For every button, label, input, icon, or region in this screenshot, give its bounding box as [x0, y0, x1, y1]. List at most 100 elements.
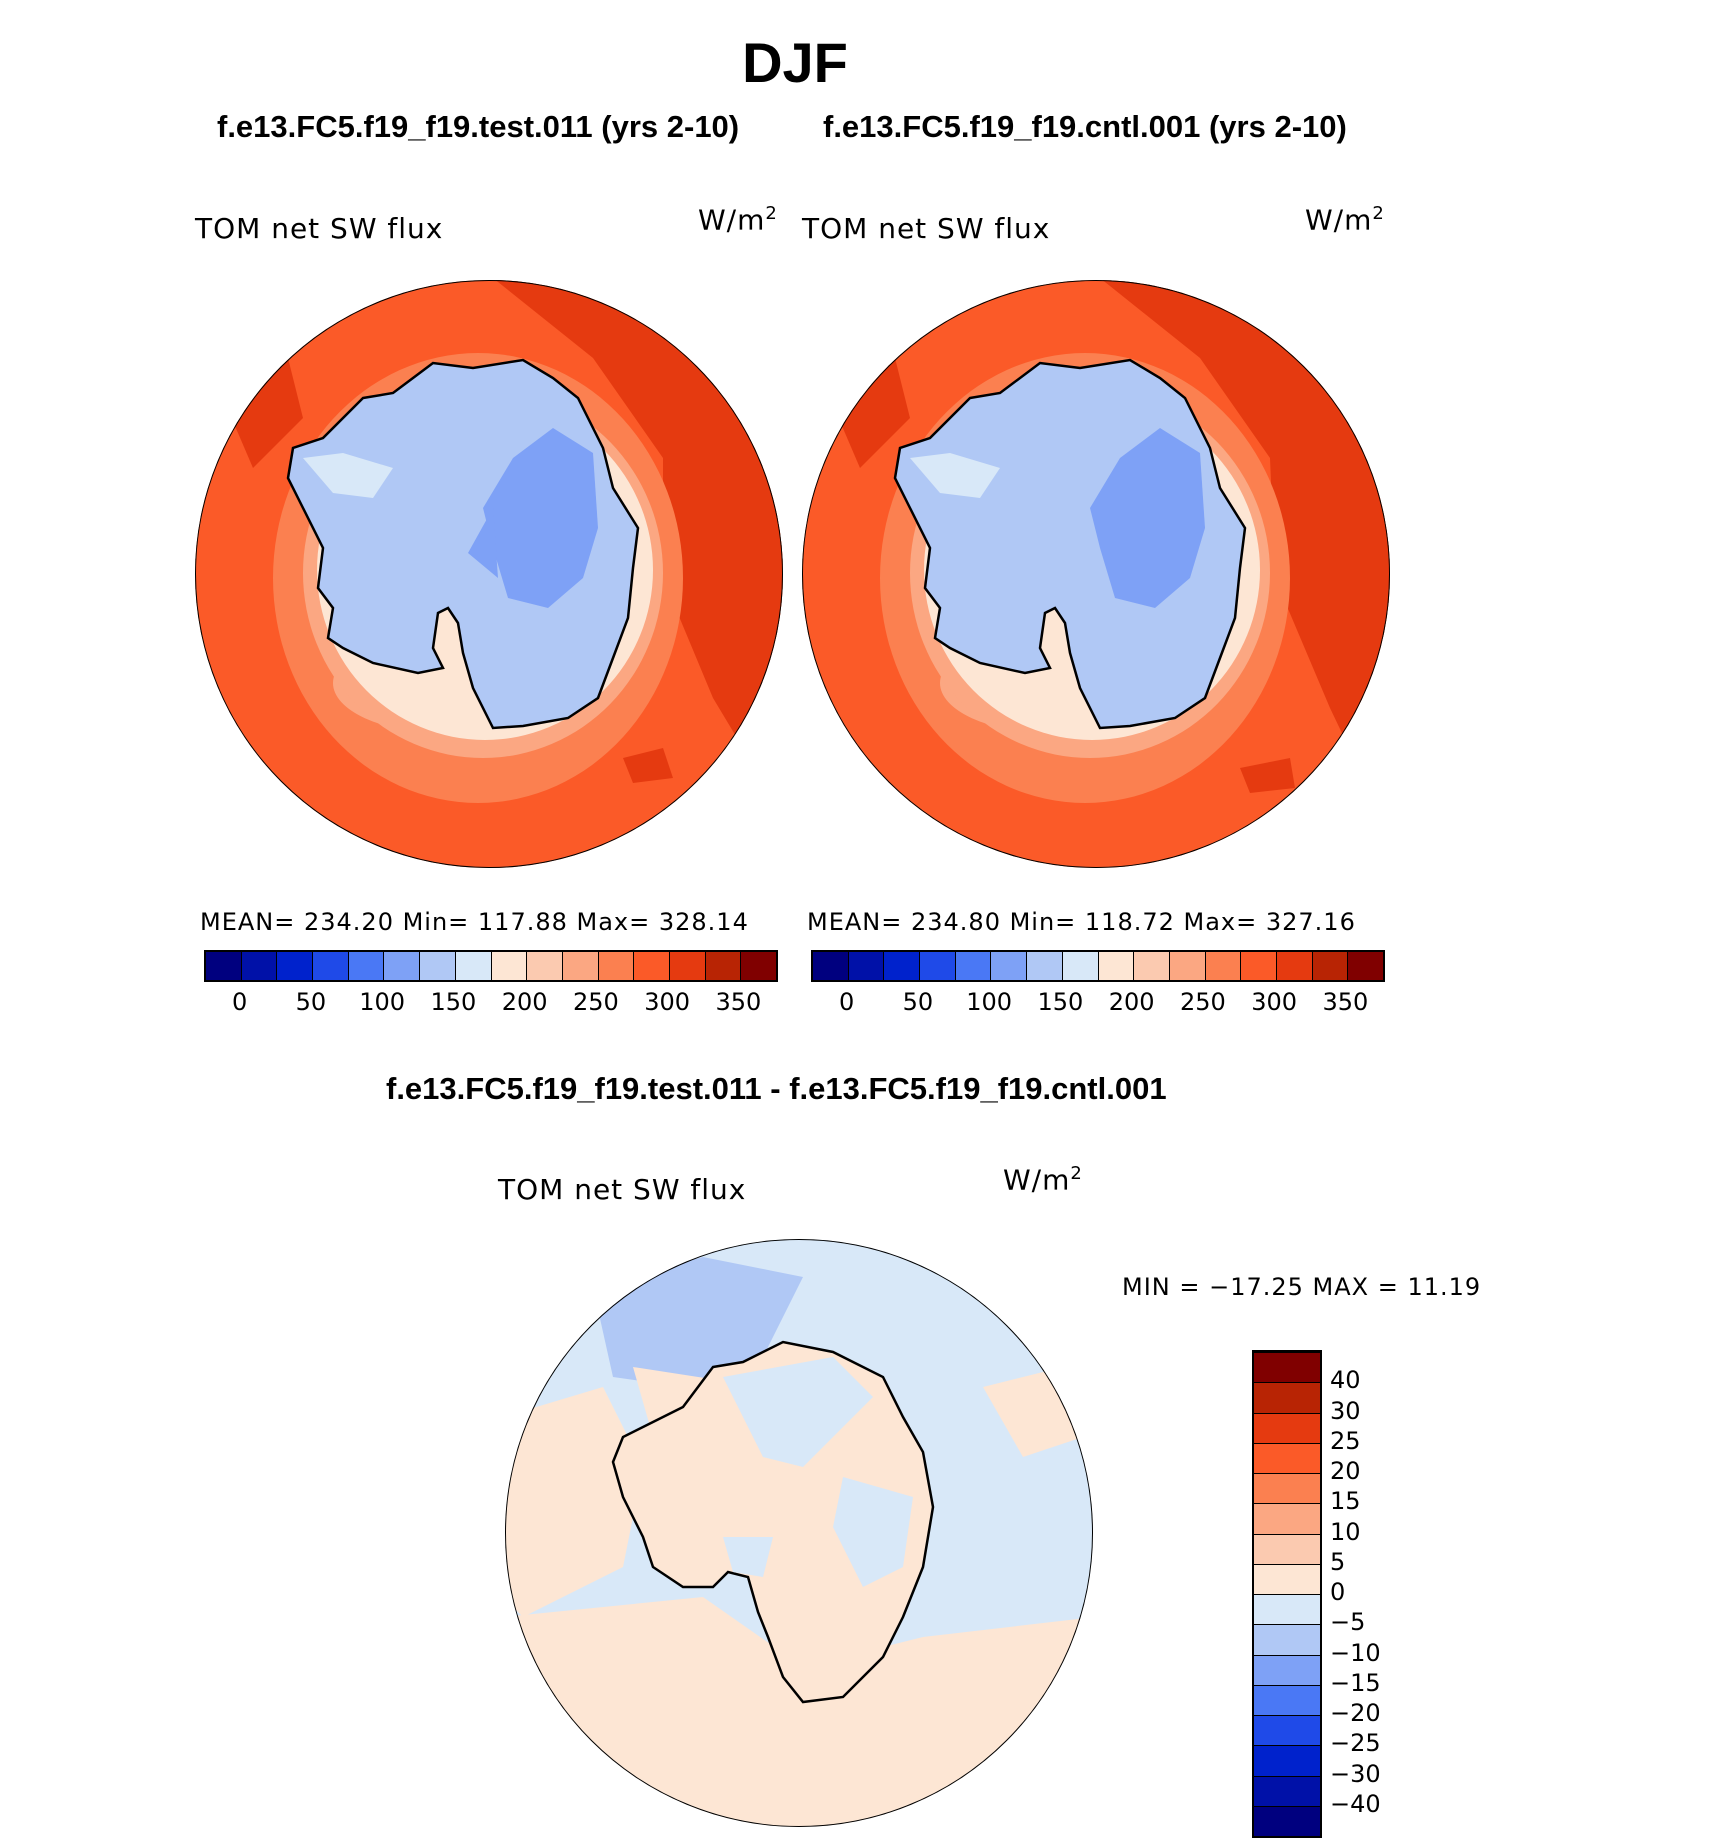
colorbar-swatch [1134, 952, 1170, 980]
colorbar-swatch [1254, 1745, 1320, 1776]
diff-variable: TOM net SW flux [498, 1173, 747, 1206]
colorbar-swatch [1254, 1594, 1320, 1625]
diff-positive-band [505, 1597, 1093, 1827]
colorbar-swatch [848, 952, 885, 980]
colorbar-swatch [1254, 1533, 1320, 1564]
colorbar-tick-label: 200 [501, 988, 548, 1016]
colorbar-tick-label: 40 [1330, 1366, 1361, 1395]
page-title: DJF [742, 31, 848, 94]
colorbar-swatch [634, 952, 670, 980]
panel-left-run-label: f.e13.FC5.f19_f19.test.011 (yrs 2-10) [217, 109, 740, 144]
colorbar-swatch [1254, 1775, 1320, 1806]
panel-right-run-label: f.e13.FC5.f19_f19.cntl.001 (yrs 2-10) [823, 109, 1347, 144]
colorbar-swatch [955, 952, 992, 980]
colorbar-tick-label: 50 [902, 988, 934, 1016]
colorbar-tick-label: 300 [644, 988, 691, 1016]
colorbar-swatch [1062, 952, 1099, 980]
colorbar-tick-label: 50 [295, 988, 327, 1016]
colorbar-swatch [1205, 952, 1242, 980]
colorbar-swatch [277, 952, 314, 980]
colorbar-swatch [884, 952, 921, 980]
colorbar-swatch [527, 952, 563, 980]
colorbar-swatch [741, 952, 776, 980]
panel-left-units: W/m2 [698, 203, 778, 237]
colorbar-tick-label: 0 [1330, 1578, 1346, 1606]
colorbar-swatch [1312, 952, 1349, 980]
colorbar-tick-label: −30 [1330, 1759, 1381, 1788]
colorbar-tick-label: 0 [231, 988, 248, 1016]
colorbar-swatch [1098, 952, 1135, 980]
colorbar-swatch [991, 952, 1028, 980]
colorbar-swatch [348, 952, 385, 980]
colorbar-swatch [491, 952, 528, 980]
panel-right-variable: TOM net SW flux [802, 212, 1051, 245]
colorbar-tick-label: 150 [1037, 988, 1084, 1016]
diff-label: f.e13.FC5.f19_f19.test.011 - f.e13.FC5.f… [386, 1071, 1167, 1106]
colorbar-right [811, 950, 1385, 982]
colorbar-tick-label: 350 [1322, 988, 1369, 1016]
colorbar-swatch [1254, 1715, 1320, 1746]
colorbar-tick-label: 15 [1330, 1487, 1361, 1516]
colorbar-swatch [1348, 952, 1383, 980]
colorbar-swatch [455, 952, 492, 980]
colorbar-tick-label: 30 [1330, 1396, 1361, 1425]
colorbar-swatch [598, 952, 635, 980]
warm-ocean-sector [493, 280, 783, 818]
colorbar-swatch [1254, 1382, 1320, 1413]
colorbar-tick-label: 20 [1330, 1457, 1361, 1485]
colorbar-swatch [1276, 952, 1313, 980]
colorbar-diff [1252, 1350, 1322, 1838]
colorbar-swatch [669, 952, 706, 980]
colorbar-swatch [920, 952, 956, 980]
antarctica-landmass [611, 1340, 935, 1704]
panel-left-stats: MEAN= 234.20 Min= 117.88 Max= 328.14 [200, 908, 749, 936]
colorbar-swatch [420, 952, 456, 980]
panel-left-variable: TOM net SW flux [195, 212, 444, 245]
colorbar-tick-label: 350 [715, 988, 762, 1016]
panel-right-stats: MEAN= 234.80 Min= 118.72 Max= 327.16 [807, 908, 1356, 936]
colorbar-tick-label: −15 [1330, 1668, 1381, 1697]
diff-units: W/m2 [1003, 1163, 1083, 1197]
colorbar-swatch [241, 952, 278, 980]
colorbar-tick-label: −10 [1330, 1638, 1381, 1667]
map-right-polar [802, 280, 1390, 868]
diff-minmax: MIN = −17.25 MAX = 11.19 [1122, 1273, 1482, 1301]
colorbar-tick-label: 250 [1179, 988, 1226, 1016]
colorbar-tick-label: 150 [430, 988, 477, 1016]
colorbar-swatch [813, 952, 849, 980]
ice-plateau [483, 428, 598, 608]
colorbar-tick-label: −40 [1330, 1789, 1381, 1818]
map-left-polar [195, 280, 783, 868]
ice-plateau [1090, 428, 1205, 608]
colorbar-swatch [1254, 1503, 1320, 1534]
warm-ocean-sector [1100, 280, 1390, 838]
colorbar-swatch [1254, 1654, 1320, 1685]
colorbar-tick-label: 5 [1330, 1547, 1346, 1576]
colorbar-tick-label: 250 [572, 988, 619, 1016]
colorbar-tick-label: 200 [1108, 988, 1155, 1016]
colorbar-swatch [1254, 1473, 1320, 1504]
colorbar-tick-label: 25 [1330, 1426, 1361, 1455]
colorbar-swatch [1254, 1412, 1320, 1443]
colorbar-swatch [1254, 1684, 1320, 1715]
panel-right-units: W/m2 [1305, 203, 1385, 237]
colorbar-tick-label: 100 [359, 988, 406, 1016]
colorbar-swatch [1027, 952, 1063, 980]
colorbar-swatch [1254, 1563, 1320, 1594]
colorbar-tick-label: −20 [1330, 1699, 1381, 1727]
colorbar-swatch [206, 952, 242, 980]
colorbar-tick-label: 100 [966, 988, 1013, 1016]
colorbar-tick-label: 10 [1330, 1517, 1361, 1546]
colorbar-tick-label: −25 [1330, 1729, 1381, 1758]
colorbar-swatch [313, 952, 349, 980]
colorbar-tick-label: −5 [1330, 1608, 1366, 1637]
colorbar-swatch [562, 952, 599, 980]
colorbar-swatch [1169, 952, 1206, 980]
colorbar-swatch [1241, 952, 1277, 980]
colorbar-swatch [1254, 1442, 1320, 1473]
map-diff-polar [505, 1239, 1093, 1827]
colorbar-swatch [705, 952, 742, 980]
colorbar-left [204, 950, 778, 982]
colorbar-swatch [384, 952, 421, 980]
colorbar-swatch [1254, 1352, 1320, 1383]
